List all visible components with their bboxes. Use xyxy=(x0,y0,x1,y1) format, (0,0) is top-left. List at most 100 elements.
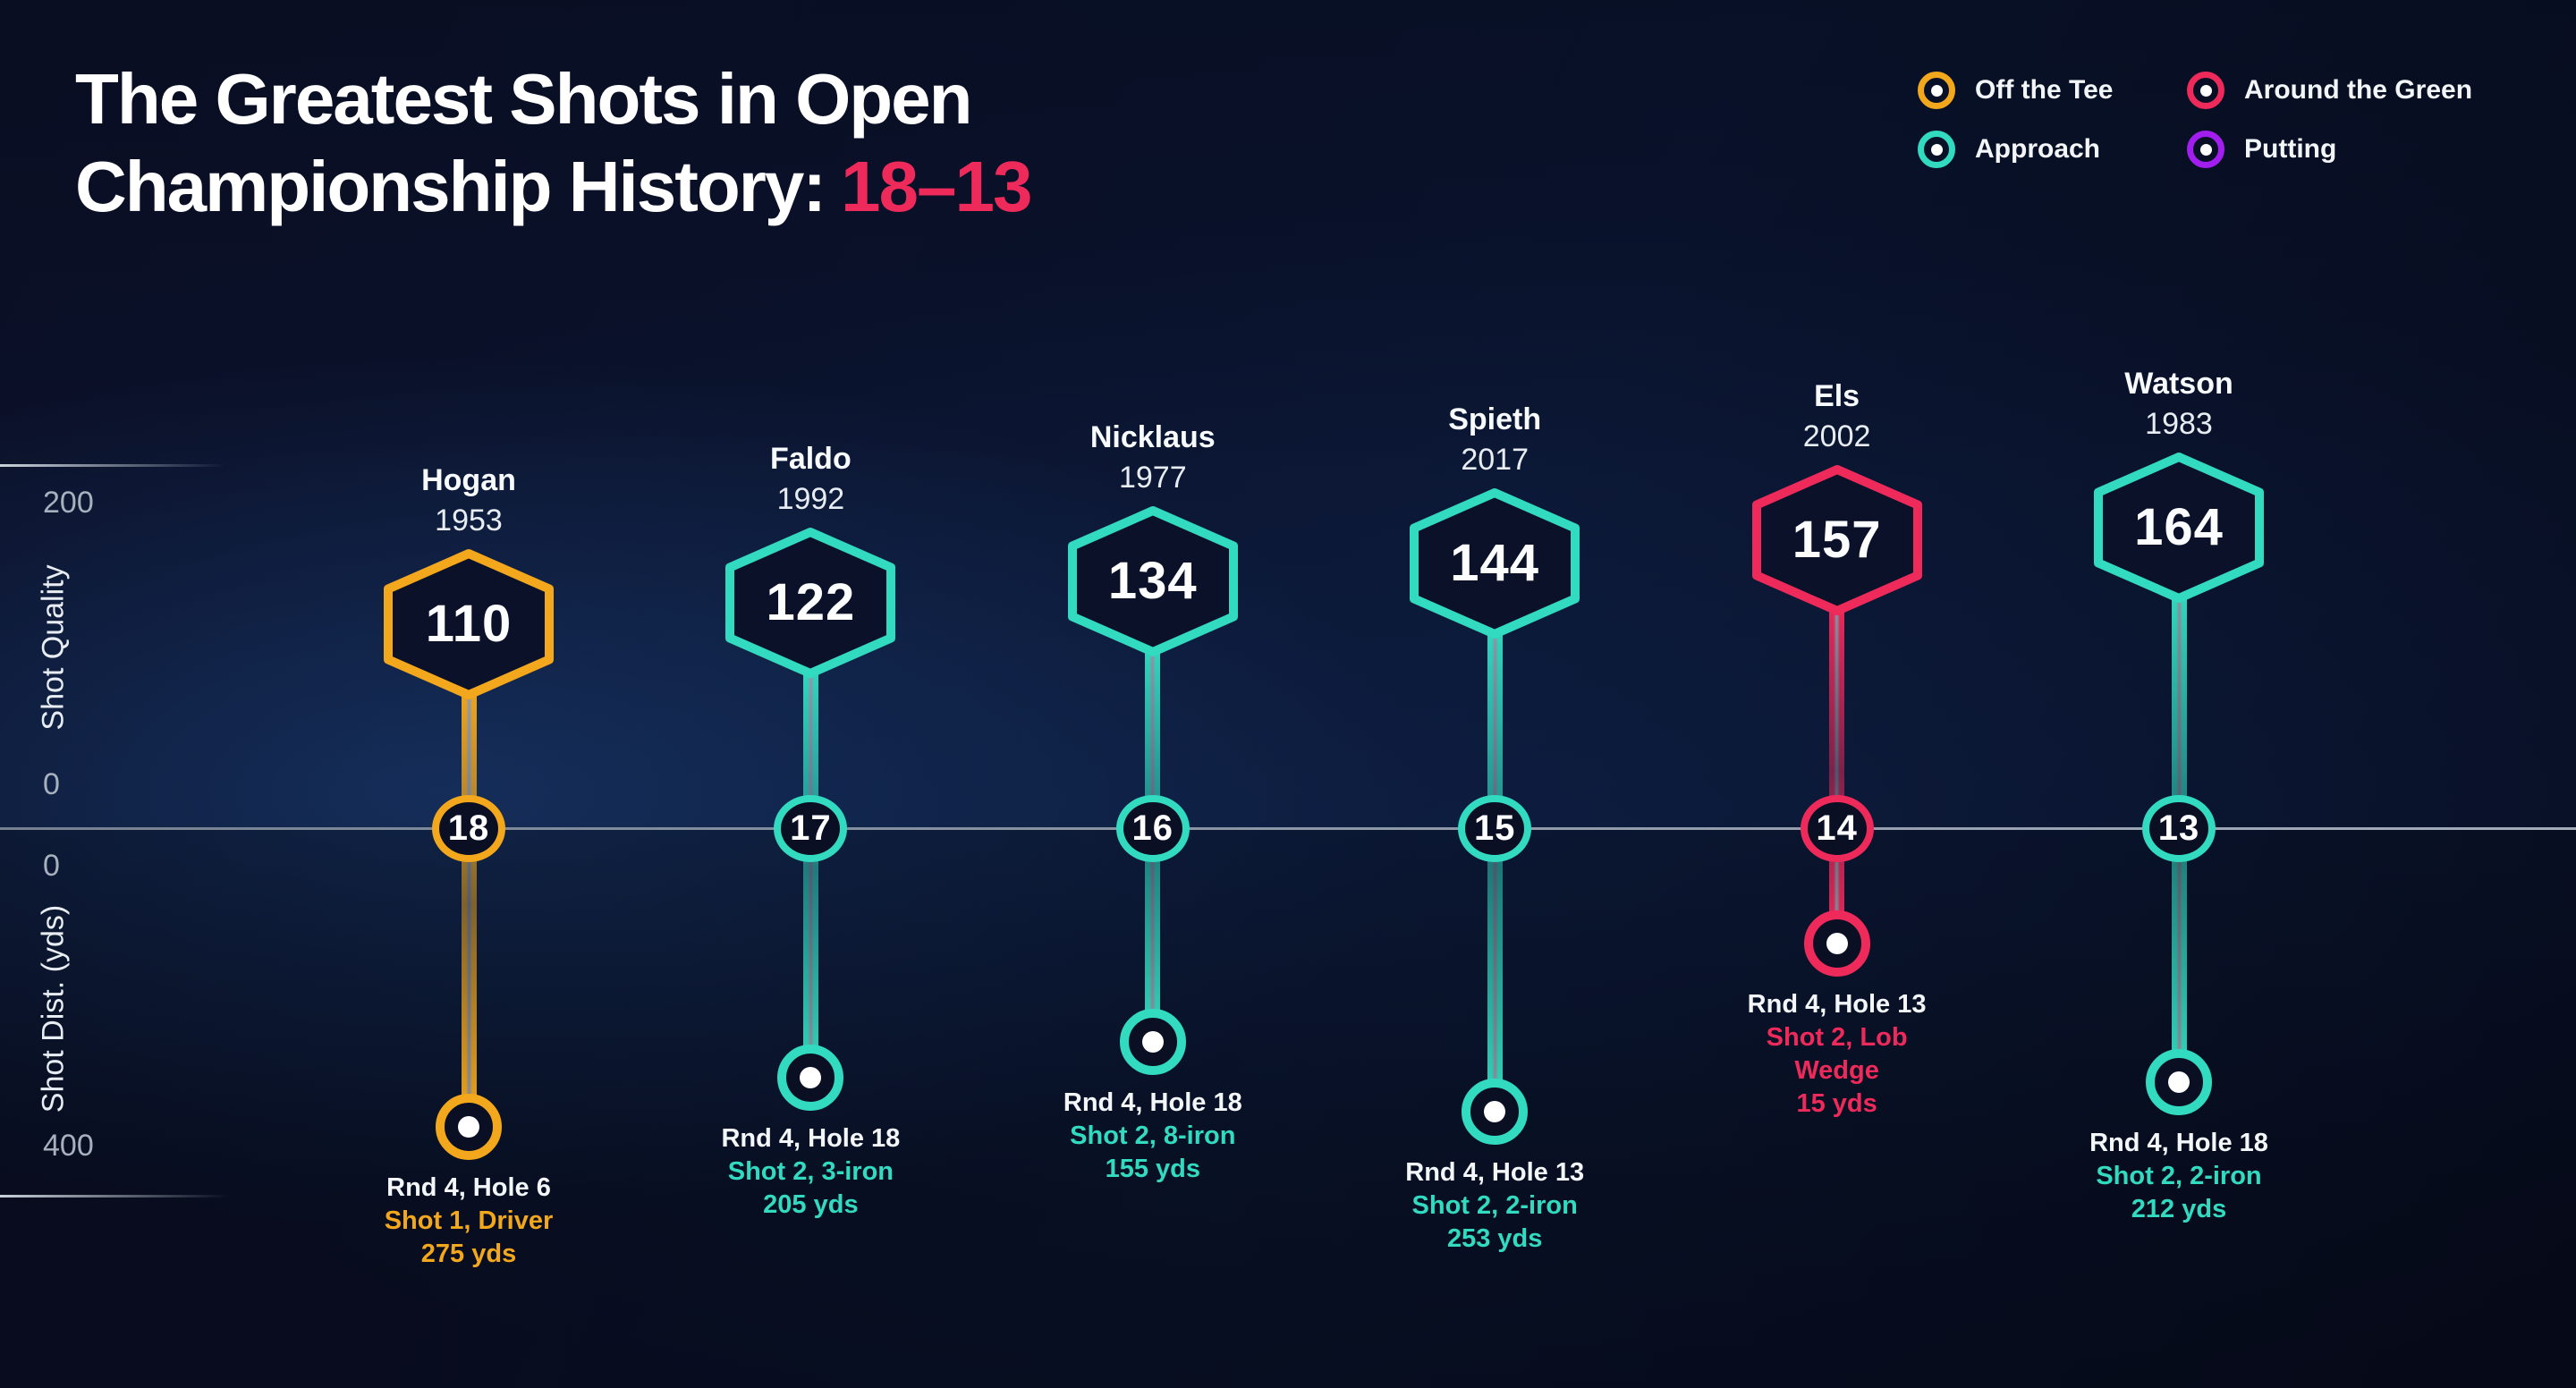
legend-item-off-the-tee: Off the Tee xyxy=(1918,71,2113,110)
title-highlight: 18–13 xyxy=(841,147,1032,226)
quality-hexagon xyxy=(1751,465,1922,615)
shot-column-faldo: Faldo 1992 122 17 Rnd 4, Hole 18 Shot 2,… xyxy=(631,0,989,1388)
rank-value: 13 xyxy=(2157,808,2200,848)
quality-200-gridline xyxy=(0,464,225,467)
caption-line: Shot 1, Driver xyxy=(384,1206,554,1236)
player-label: Watson 1983 xyxy=(2000,364,2358,444)
legend-label: Off the Tee xyxy=(1975,75,2114,105)
caption-line: 275 yds xyxy=(420,1240,517,1269)
rank-value: 16 xyxy=(1131,808,1174,848)
quality-hexagon xyxy=(2094,453,2264,603)
player-year: 1983 xyxy=(2145,407,2213,441)
caption-line: Shot 2, 2-iron xyxy=(1411,1190,1578,1220)
shot-caption: Rnd 4, Hole 6 Shot 1, Driver 275 yds xyxy=(290,1172,648,1271)
rank-badge: 13 xyxy=(2142,795,2216,862)
caption-line: Rnd 4, Hole 18 xyxy=(2089,1129,2268,1158)
shot-column-els: Els 2002 157 14 Rnd 4, Hole 13 Shot 2, L… xyxy=(1658,0,2016,1388)
player-year: 2002 xyxy=(1802,419,1871,453)
shot-path-stem xyxy=(1829,599,1845,944)
shot-marker-icon xyxy=(1462,1078,1529,1145)
background-lower-shade xyxy=(0,830,2576,1388)
shot-path-stem xyxy=(461,683,477,1128)
quality-hexagon xyxy=(384,549,554,699)
shot-caption: Rnd 4, Hole 18 Shot 2, 3-iron 205 yds xyxy=(631,1122,989,1222)
rank-badge: 15 xyxy=(1458,795,1532,862)
caption-line: Rnd 4, Hole 6 xyxy=(386,1173,551,1203)
caption-line: 205 yds xyxy=(763,1189,859,1219)
shot-marker-icon xyxy=(1119,1009,1186,1076)
shot-caption: Rnd 4, Hole 13 Shot 2, Lob Wedge 15 yds xyxy=(1658,988,2016,1121)
player-name: Spieth xyxy=(1448,402,1542,436)
rank-badge: 18 xyxy=(432,795,505,862)
quality-value: 110 xyxy=(425,595,513,653)
marker-dot-icon xyxy=(2168,1071,2190,1094)
distance-axis-tick-400: 400 xyxy=(43,1129,94,1163)
rank-badge: 17 xyxy=(774,795,848,862)
rank-value: 14 xyxy=(1816,808,1858,848)
player-name: Nicklaus xyxy=(1089,420,1216,454)
caption-line: Rnd 4, Hole 13 xyxy=(1405,1157,1585,1187)
quality-value: 122 xyxy=(766,573,856,631)
quality-value: 157 xyxy=(1792,511,1882,569)
caption-line: 253 yds xyxy=(1446,1223,1543,1253)
background-upper-glow xyxy=(0,0,2576,827)
caption-line: 212 yds xyxy=(2131,1195,2227,1224)
marker-dot-icon xyxy=(1141,1031,1164,1054)
distance-axis-title: Shot Dist. (yds) xyxy=(36,904,71,1113)
player-name: Watson xyxy=(2124,367,2233,401)
caption-line: Shot 2, 2-iron xyxy=(2096,1162,2262,1191)
quality-axis-tick-200: 200 xyxy=(43,486,94,520)
marker-dot-icon xyxy=(1826,932,1848,954)
baseline-axis xyxy=(0,827,2576,830)
shot-column-spieth: Spieth 2017 144 15 Rnd 4, Hole 13 Shot 2… xyxy=(1316,0,1674,1388)
shot-marker-icon xyxy=(2146,1049,2212,1116)
distance-400-gridline xyxy=(0,1195,229,1198)
caption-line: 155 yds xyxy=(1105,1155,1200,1184)
marker-dot-icon xyxy=(458,1116,479,1138)
tee-ring-icon xyxy=(1918,72,1955,109)
caption-line: Shot 2, 8-iron xyxy=(1070,1121,1236,1151)
quality-hexagon xyxy=(1410,488,1580,639)
ring-dot-icon xyxy=(1930,84,1943,97)
shot-marker-icon xyxy=(436,1094,502,1161)
rank-value: 17 xyxy=(790,808,832,848)
shot-path-stem xyxy=(802,662,818,1078)
shot-column-nicklaus: Nicklaus 1977 134 16 Rnd 4, Hole 18 Shot… xyxy=(974,0,1332,1388)
ring-dot-icon xyxy=(2199,143,2212,156)
putting-ring-icon xyxy=(2187,131,2224,168)
player-name: Faldo xyxy=(770,442,852,476)
caption-line: Shot 2, 3-iron xyxy=(727,1156,894,1186)
player-label: Spieth 2017 xyxy=(1316,400,1674,480)
caption-line: Rnd 4, Hole 18 xyxy=(721,1123,901,1153)
rank-badge: 16 xyxy=(1115,795,1190,862)
quality-axis-tick-0: 0 xyxy=(43,767,60,801)
caption-line: 15 yds xyxy=(1796,1088,1877,1118)
page-title: The Greatest Shots in Open Championship … xyxy=(75,55,1033,231)
quality-hexagon xyxy=(1067,506,1238,656)
shot-caption: Rnd 4, Hole 18 Shot 2, 8-iron 155 yds xyxy=(974,1087,1332,1186)
player-label: Faldo 1992 xyxy=(631,439,989,520)
player-year: 1992 xyxy=(776,482,845,516)
title-line-1: The Greatest Shots in Open xyxy=(75,55,1031,143)
legend-label: Around the Green xyxy=(2244,75,2473,105)
rank-value: 18 xyxy=(447,808,490,848)
quality-value: 134 xyxy=(1107,552,1198,610)
rank-value: 15 xyxy=(1473,808,1516,848)
player-year: 1977 xyxy=(1118,461,1187,495)
ring-dot-icon xyxy=(2199,84,2212,97)
shot-marker-icon xyxy=(777,1044,844,1111)
title-line-2: Championship History: 18–13 xyxy=(75,143,1033,231)
legend-item-around-the-green: Around the Green xyxy=(2187,71,2472,110)
title-text-1: The Greatest Shots in Open xyxy=(75,59,973,139)
player-label: Nicklaus 1977 xyxy=(974,418,1332,498)
shot-path-stem xyxy=(1487,622,1503,1112)
ring-dot-icon xyxy=(1930,143,1943,156)
approach-ring-icon xyxy=(1918,131,1955,168)
player-year: 1953 xyxy=(435,504,503,537)
distance-axis-tick-0: 0 xyxy=(43,849,60,883)
shot-column-hogan: Hogan 1953 110 18 Rnd 4, Hole 6 Shot 1, … xyxy=(290,0,648,1388)
green-ring-icon xyxy=(2187,72,2224,109)
player-year: 2017 xyxy=(1461,443,1529,477)
caption-line: Wedge xyxy=(1794,1055,1879,1085)
